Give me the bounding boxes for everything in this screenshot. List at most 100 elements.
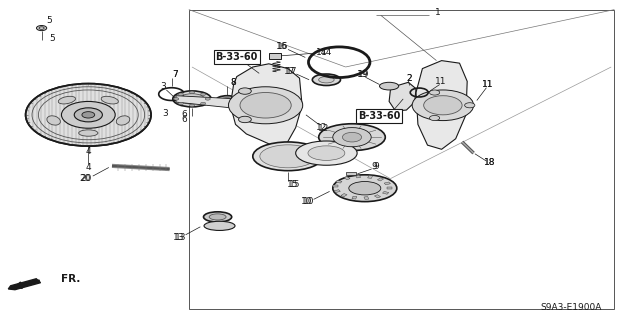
Text: 3: 3 (161, 82, 166, 91)
Text: B-33-60: B-33-60 (358, 111, 400, 122)
Ellipse shape (296, 141, 357, 165)
Circle shape (240, 93, 291, 118)
Text: 11: 11 (482, 80, 493, 89)
Ellipse shape (312, 74, 340, 85)
Bar (333, 185, 338, 187)
Ellipse shape (204, 221, 235, 230)
Circle shape (205, 98, 211, 100)
Text: 11: 11 (482, 80, 493, 89)
Text: 10: 10 (301, 197, 313, 206)
Circle shape (179, 93, 184, 96)
Circle shape (36, 26, 47, 31)
Text: 18: 18 (484, 158, 495, 167)
Text: 13: 13 (175, 234, 187, 242)
Text: 14: 14 (316, 48, 327, 57)
Bar (387, 187, 392, 189)
Circle shape (200, 102, 205, 105)
Text: 11: 11 (435, 77, 447, 86)
Text: 3: 3 (163, 109, 168, 118)
Ellipse shape (79, 130, 98, 136)
Circle shape (189, 104, 195, 107)
Text: 7: 7 (172, 70, 177, 79)
Text: 9: 9 (372, 162, 378, 171)
Text: 8: 8 (231, 78, 236, 87)
Text: 5: 5 (49, 34, 55, 43)
Text: 17: 17 (284, 67, 296, 76)
Ellipse shape (308, 146, 345, 160)
Ellipse shape (58, 96, 76, 104)
Text: 6: 6 (182, 110, 187, 119)
Ellipse shape (319, 124, 385, 151)
Text: 14: 14 (321, 48, 333, 57)
Text: 12: 12 (317, 124, 329, 133)
Ellipse shape (220, 98, 234, 103)
Bar (384, 182, 390, 185)
Text: 2: 2 (407, 74, 412, 83)
Ellipse shape (101, 96, 118, 104)
Bar (367, 175, 372, 178)
Text: 19: 19 (358, 70, 370, 78)
Text: 9: 9 (373, 162, 379, 171)
Text: 2: 2 (407, 74, 412, 83)
Ellipse shape (173, 91, 211, 107)
Circle shape (173, 98, 179, 100)
Text: 12: 12 (316, 123, 328, 132)
Polygon shape (416, 61, 467, 149)
Ellipse shape (47, 116, 60, 125)
Ellipse shape (179, 94, 205, 104)
Bar (189, 10, 614, 309)
Text: 16: 16 (276, 42, 287, 51)
Text: 16: 16 (277, 42, 289, 51)
Text: B-33-60: B-33-60 (216, 52, 258, 62)
Text: 8: 8 (231, 78, 236, 87)
Polygon shape (389, 82, 416, 111)
Bar (336, 180, 342, 183)
Text: 20: 20 (81, 174, 92, 182)
Bar (383, 191, 388, 194)
Text: 17: 17 (286, 67, 298, 76)
Text: 6: 6 (182, 115, 187, 124)
Ellipse shape (204, 212, 232, 222)
Text: 1: 1 (435, 8, 441, 17)
Ellipse shape (260, 145, 316, 168)
Circle shape (82, 112, 95, 118)
Bar (374, 195, 381, 198)
Text: FR.: FR. (61, 274, 80, 284)
Circle shape (342, 132, 362, 142)
Text: 15: 15 (287, 180, 299, 189)
Text: 19: 19 (357, 70, 369, 78)
Circle shape (239, 116, 252, 122)
Text: 15: 15 (289, 180, 300, 189)
FancyArrow shape (8, 279, 40, 290)
Circle shape (74, 108, 102, 122)
Bar (364, 197, 369, 199)
Circle shape (200, 93, 205, 96)
Text: 4: 4 (86, 147, 91, 156)
Ellipse shape (380, 82, 399, 90)
Ellipse shape (349, 182, 381, 195)
Text: 20: 20 (79, 174, 91, 182)
Text: 10: 10 (303, 197, 314, 206)
Circle shape (61, 101, 115, 128)
Text: 18: 18 (484, 158, 495, 167)
Bar (341, 194, 347, 197)
Circle shape (333, 128, 371, 147)
Circle shape (179, 102, 184, 105)
Ellipse shape (209, 214, 226, 220)
Ellipse shape (253, 142, 323, 171)
Bar (334, 190, 340, 192)
Circle shape (189, 91, 195, 94)
Text: 13: 13 (173, 234, 185, 242)
Ellipse shape (319, 77, 334, 83)
Bar (346, 172, 356, 175)
Circle shape (228, 87, 303, 124)
Circle shape (424, 96, 462, 115)
Text: S9A3-E1900A: S9A3-E1900A (540, 303, 602, 312)
Polygon shape (176, 96, 237, 108)
Bar (352, 196, 357, 199)
Ellipse shape (333, 175, 397, 202)
Ellipse shape (216, 96, 239, 105)
Polygon shape (230, 64, 302, 147)
Text: 7: 7 (172, 70, 177, 79)
Ellipse shape (116, 116, 130, 125)
